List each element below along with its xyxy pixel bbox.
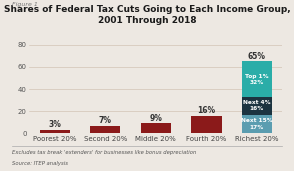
Bar bbox=[242, 97, 272, 115]
Bar bbox=[191, 116, 222, 133]
Text: 7%: 7% bbox=[99, 116, 112, 125]
Bar bbox=[90, 126, 121, 133]
Text: Next 4%
16%: Next 4% 16% bbox=[243, 100, 271, 111]
Text: Figure 1: Figure 1 bbox=[12, 2, 38, 7]
Text: 9%: 9% bbox=[149, 114, 162, 123]
Bar bbox=[141, 123, 171, 133]
Text: Top 1%
32%: Top 1% 32% bbox=[245, 74, 269, 85]
Text: Next 15%
17%: Next 15% 17% bbox=[241, 118, 273, 130]
Text: 16%: 16% bbox=[197, 106, 216, 115]
Text: Shares of Federal Tax Cuts Going to Each Income Group,
2001 Through 2018: Shares of Federal Tax Cuts Going to Each… bbox=[4, 5, 290, 24]
Bar bbox=[39, 130, 70, 133]
Text: Excludes tax break 'extenders' for businesses like bonus depreciation: Excludes tax break 'extenders' for busin… bbox=[12, 150, 196, 155]
Bar bbox=[242, 115, 272, 133]
Bar bbox=[242, 61, 272, 97]
Text: 65%: 65% bbox=[248, 52, 266, 61]
Text: 3%: 3% bbox=[48, 120, 61, 129]
Text: Source: ITEP analysis: Source: ITEP analysis bbox=[12, 161, 68, 166]
